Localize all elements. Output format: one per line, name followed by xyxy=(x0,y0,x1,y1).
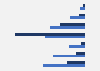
Bar xyxy=(53,55,84,57)
Bar xyxy=(82,4,84,7)
Bar xyxy=(81,42,84,45)
Bar xyxy=(76,52,84,55)
Bar xyxy=(50,26,84,29)
Bar xyxy=(80,7,84,10)
Bar xyxy=(67,61,84,64)
Bar xyxy=(16,33,84,36)
Bar xyxy=(45,36,84,38)
Bar xyxy=(79,14,84,16)
Bar xyxy=(69,45,84,48)
Bar xyxy=(43,64,84,67)
Bar xyxy=(70,16,84,19)
Bar xyxy=(60,23,84,26)
